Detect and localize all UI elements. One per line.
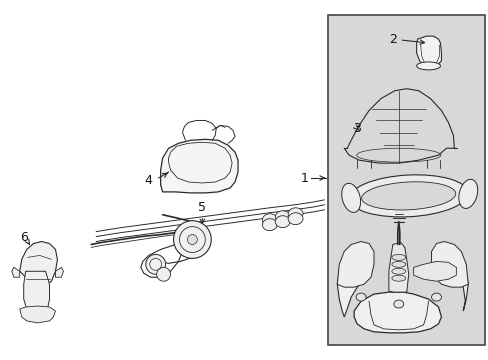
- Ellipse shape: [145, 255, 165, 274]
- Polygon shape: [431, 242, 468, 287]
- Ellipse shape: [431, 293, 441, 301]
- Text: 2: 2: [388, 33, 424, 46]
- Ellipse shape: [173, 221, 211, 258]
- Text: 4: 4: [144, 174, 152, 186]
- Ellipse shape: [287, 208, 303, 220]
- Ellipse shape: [458, 179, 477, 208]
- Ellipse shape: [391, 268, 405, 274]
- Polygon shape: [12, 267, 20, 277]
- Polygon shape: [24, 271, 49, 316]
- Text: 5: 5: [198, 201, 206, 214]
- Polygon shape: [423, 265, 468, 311]
- Ellipse shape: [391, 255, 405, 260]
- Bar: [327, 15, 484, 345]
- Polygon shape: [353, 292, 441, 333]
- Polygon shape: [55, 267, 63, 277]
- Ellipse shape: [361, 182, 455, 210]
- Ellipse shape: [391, 261, 405, 267]
- Ellipse shape: [287, 213, 303, 225]
- Polygon shape: [337, 242, 373, 287]
- Ellipse shape: [187, 235, 197, 244]
- Ellipse shape: [348, 175, 467, 217]
- Ellipse shape: [355, 293, 366, 301]
- Ellipse shape: [262, 214, 277, 226]
- Polygon shape: [388, 243, 408, 292]
- Polygon shape: [413, 261, 455, 281]
- Ellipse shape: [275, 211, 289, 223]
- Ellipse shape: [416, 62, 440, 70]
- Ellipse shape: [156, 267, 170, 281]
- Polygon shape: [20, 242, 57, 286]
- Text: 1: 1: [300, 171, 308, 185]
- Polygon shape: [416, 36, 441, 68]
- Ellipse shape: [262, 219, 277, 231]
- Ellipse shape: [391, 275, 405, 281]
- Ellipse shape: [393, 300, 403, 308]
- Polygon shape: [337, 267, 368, 317]
- Ellipse shape: [275, 216, 289, 228]
- Polygon shape: [20, 306, 55, 323]
- Ellipse shape: [341, 183, 360, 212]
- Text: 6: 6: [20, 231, 28, 244]
- Text: 3: 3: [352, 122, 360, 135]
- Polygon shape: [161, 139, 238, 193]
